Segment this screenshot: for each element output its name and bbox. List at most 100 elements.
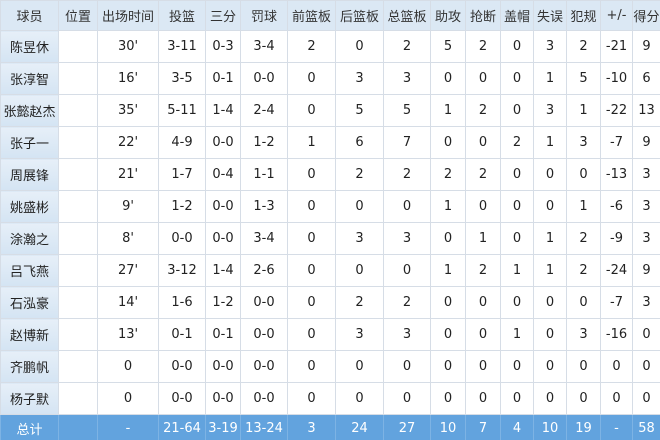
player-name: 涂瀚之 (0, 222, 59, 255)
stat-cell: 0-0 (240, 382, 288, 415)
stat-cell: 21' (97, 158, 159, 191)
total-cell: 3 (287, 414, 336, 440)
stat-cell: 0 (383, 254, 431, 287)
header-cell: 犯规 (566, 0, 601, 31)
stat-cell: 0 (465, 318, 501, 351)
stat-cell: 0 (430, 62, 466, 95)
header-cell: +/- (600, 0, 633, 31)
stat-cell: 1 (533, 126, 567, 159)
stat-cell: 2 (465, 254, 501, 287)
stat-cell: 13' (97, 318, 159, 351)
stat-cell: 3 (335, 318, 384, 351)
stat-cell: 2 (500, 126, 534, 159)
stat-cell: 1 (533, 254, 567, 287)
stat-cell: 0 (335, 190, 384, 223)
stat-cell: 3 (533, 30, 567, 63)
total-cell: 19 (566, 414, 601, 440)
stat-cell: 1-7 (158, 158, 206, 191)
stat-cell: 3-11 (158, 30, 206, 63)
stat-cell: 2 (383, 30, 431, 63)
stat-cell: 0 (500, 286, 534, 319)
total-cell: - (600, 414, 633, 440)
stat-cell: 0 (465, 126, 501, 159)
stat-cell: 0 (600, 382, 633, 415)
stat-cell: 0-0 (205, 190, 241, 223)
stat-cell: 0-0 (205, 350, 241, 383)
player-name: 齐鹏帆 (0, 350, 59, 383)
header-cell: 后篮板 (335, 0, 384, 31)
stat-cell: 27' (97, 254, 159, 287)
stat-cell: 0 (533, 382, 567, 415)
position-cell (58, 94, 98, 127)
stat-cell: 0 (335, 254, 384, 287)
header-row: 球员 位置 出场时间 投篮 三分 罚球 前篮板 后篮板 总篮板 助攻 抢断 盖帽 失误 犯规 +/- 得分 (0, 0, 660, 31)
stat-cell: -13 (600, 158, 633, 191)
stat-cell: 2-6 (240, 254, 288, 287)
stat-cell: 0-0 (158, 382, 206, 415)
player-name: 张子一 (0, 126, 59, 159)
total-cell: 24 (335, 414, 384, 440)
position-cell (58, 126, 98, 159)
stat-cell: 0 (465, 350, 501, 383)
stat-cell: 0 (430, 286, 466, 319)
stat-cell: 2 (465, 94, 501, 127)
stat-cell: 0 (335, 30, 384, 63)
total-cell: 10 (430, 414, 466, 440)
stat-cell: -7 (600, 286, 633, 319)
stat-cell: 2 (465, 158, 501, 191)
player-name: 周展锋 (0, 158, 59, 191)
player-name: 吕飞燕 (0, 254, 59, 287)
stat-cell: 0 (430, 318, 466, 351)
stat-cell: 4-9 (158, 126, 206, 159)
stat-cell: 2 (566, 30, 601, 63)
stat-cell: 2 (465, 30, 501, 63)
header-cell: 球员 (0, 0, 59, 31)
stat-cell: 0 (287, 94, 336, 127)
stat-cell: 1 (287, 126, 336, 159)
stat-cell: 16' (97, 62, 159, 95)
stat-cell: 5 (566, 62, 601, 95)
stat-cell: 30' (97, 30, 159, 63)
player-row: 齐鹏帆 0 0-0 0-0 0-0 0 0 0 0 0 0 0 0 0 0 (0, 350, 660, 383)
stat-cell: 1 (533, 62, 567, 95)
stat-cell: 0 (430, 382, 466, 415)
player-row: 涂瀚之 8' 0-0 0-0 3-4 0 3 3 0 1 0 1 2 -9 3 (0, 222, 660, 255)
stat-cell: 0 (287, 318, 336, 351)
stat-cell: 22' (97, 126, 159, 159)
stat-cell: 9' (97, 190, 159, 223)
table-footer: 总计 -21-64 3-19 13-24 3 24 27 10 7 4 10 19-58 (0, 414, 660, 440)
stat-cell: 3 (632, 190, 660, 223)
stat-cell: 0-0 (240, 350, 288, 383)
stat-cell: 0 (500, 222, 534, 255)
stat-cell: 0 (566, 382, 601, 415)
stat-cell: -22 (600, 94, 633, 127)
stat-cell: 0 (500, 350, 534, 383)
stat-cell: 0 (287, 382, 336, 415)
stat-cell: 0 (97, 350, 159, 383)
position-cell (58, 414, 98, 440)
stat-cell: 1-6 (158, 286, 206, 319)
position-cell (58, 350, 98, 383)
stat-cell: 9 (632, 254, 660, 287)
position-cell (58, 190, 98, 223)
position-cell (58, 254, 98, 287)
table-header: 球员 位置 出场时间 投篮 三分 罚球 前篮板 后篮板 总篮板 助攻 抢断 盖帽 失误 犯规 +/- 得分 (0, 0, 660, 31)
stat-cell: 0 (383, 350, 431, 383)
stat-cell: 0-1 (205, 318, 241, 351)
stat-cell: 1-3 (240, 190, 288, 223)
stat-cell: 1 (500, 318, 534, 351)
header-cell: 位置 (58, 0, 98, 31)
stat-cell: 2 (383, 286, 431, 319)
stat-cell: 0 (500, 158, 534, 191)
stat-cell: 0 (97, 382, 159, 415)
stat-cell: 0 (533, 286, 567, 319)
player-name: 石泓豪 (0, 286, 59, 319)
total-label: 总计 (0, 414, 59, 440)
stat-cell: 13 (632, 94, 660, 127)
stat-cell: 2 (383, 158, 431, 191)
total-cell: 21-64 (158, 414, 206, 440)
stat-cell: 3 (632, 222, 660, 255)
stat-cell: 0 (533, 190, 567, 223)
stat-cell: 5-11 (158, 94, 206, 127)
position-cell (58, 286, 98, 319)
